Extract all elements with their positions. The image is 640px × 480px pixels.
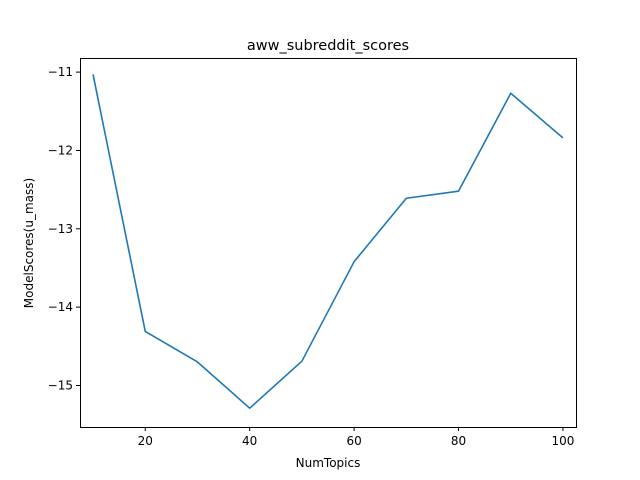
x-tick-label: 20 <box>138 434 153 448</box>
x-axis-label: NumTopics <box>296 456 361 470</box>
series-line <box>92 74 564 410</box>
x-tick-label: 60 <box>346 434 361 448</box>
y-tick-label: −14 <box>48 300 73 314</box>
x-axis: 20 40 60 80 100 <box>138 427 574 448</box>
y-axis: −11 −12 −13 −14 −15 <box>48 65 80 392</box>
y-tick-label: −11 <box>48 65 73 79</box>
plot-area <box>92 74 564 410</box>
plot-frame <box>80 58 577 428</box>
y-axis-label: ModelScores(u_mass) <box>22 178 36 308</box>
chart-title: aww_subreddit_scores <box>247 38 409 54</box>
y-tick-label: −12 <box>48 143 73 157</box>
x-tick-label: 80 <box>451 434 466 448</box>
y-tick-label: −15 <box>48 378 73 392</box>
y-tick-label: −13 <box>48 222 73 236</box>
x-tick-label: 40 <box>242 434 257 448</box>
x-tick-label: 100 <box>551 434 574 448</box>
